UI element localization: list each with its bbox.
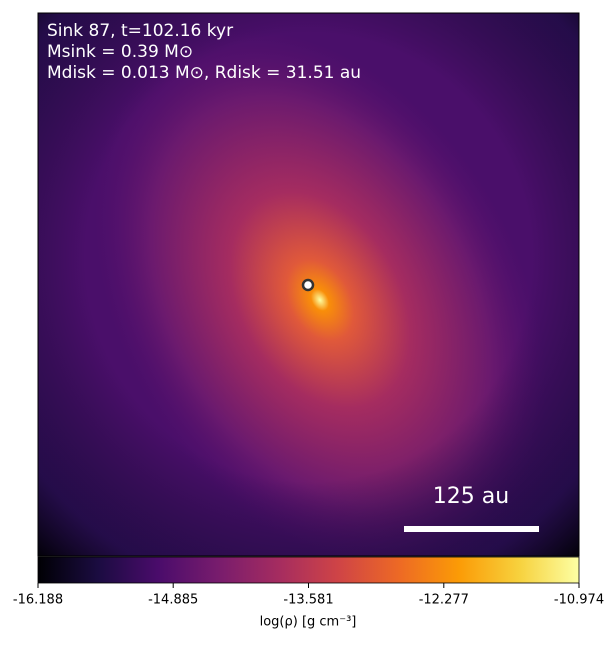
colorbar-label: log(ρ) [g cm⁻³] <box>260 615 357 630</box>
colorbar-tick-label: -16.188 <box>13 593 63 608</box>
scale-bar-label: 125 au <box>433 484 509 509</box>
annotation: Sink 87, t=102.16 kyr <box>47 21 233 41</box>
colorbar-tick-label: -10.974 <box>554 593 604 608</box>
frame <box>37 12 580 557</box>
annotation: Msink = 0.39 M⊙ <box>47 42 193 62</box>
sink-marker <box>301 278 315 292</box>
colorbar-tick-label: -13.581 <box>283 593 333 608</box>
colorbar-tick-label: -14.885 <box>148 593 198 608</box>
annotation: Mdisk = 0.013 M⊙, Rdisk = 31.51 au <box>47 63 361 83</box>
colorbar-tick-label: -12.277 <box>419 593 469 608</box>
colorbar <box>37 556 580 584</box>
